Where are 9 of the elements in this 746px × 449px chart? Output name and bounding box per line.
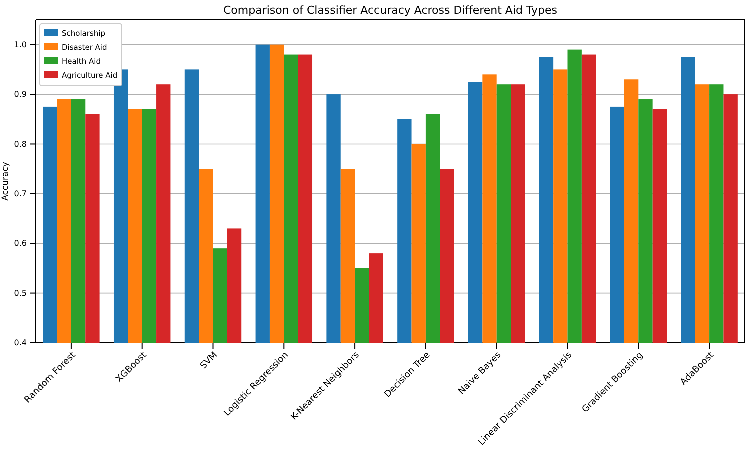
y-tick-label: 0.6 — [14, 239, 27, 248]
chart-title: Comparison of Classifier Accuracy Across Different Aid Types — [224, 4, 558, 17]
y-tick-label: 0.8 — [14, 140, 27, 149]
y-tick-label: 0.4 — [14, 338, 27, 348]
y-tick-label: 0.7 — [14, 189, 27, 198]
y-tick-label: 0.5 — [14, 288, 27, 298]
y-axis-title: Accuracy — [1, 162, 11, 201]
y-tick-label: 1.0 — [14, 40, 27, 50]
y-tick-label: 0.9 — [14, 90, 27, 100]
